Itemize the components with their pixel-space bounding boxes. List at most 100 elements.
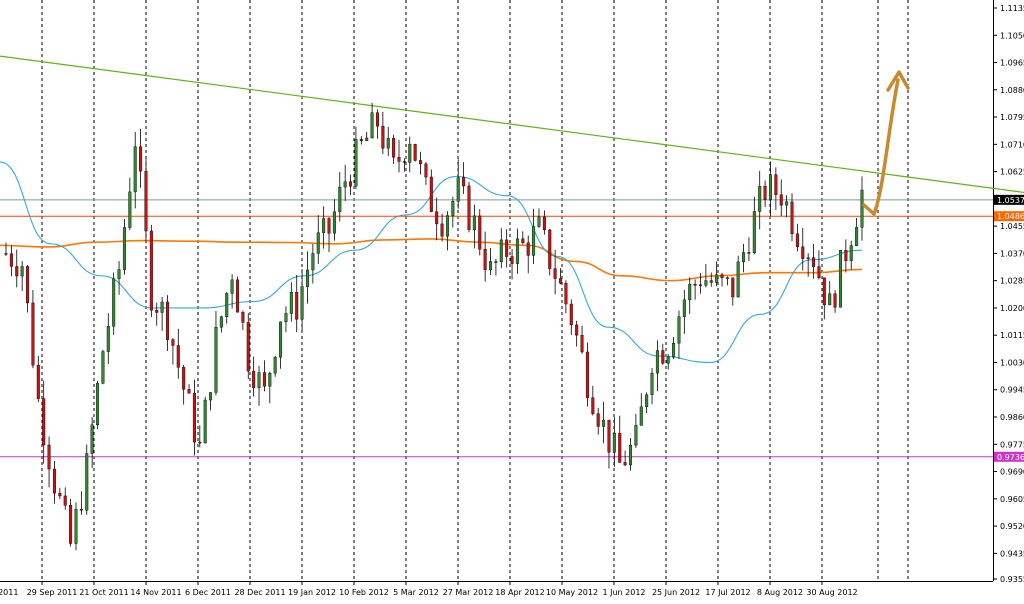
- candle-body: [742, 252, 746, 263]
- candle-body: [580, 335, 584, 353]
- date-tick-label: 25 Jun 2012: [652, 588, 700, 597]
- candle-body: [575, 324, 579, 336]
- candle-body: [758, 186, 762, 212]
- candle-body: [332, 211, 336, 234]
- candle-body: [688, 284, 692, 301]
- candle-body: [349, 181, 353, 187]
- candle-body: [828, 293, 832, 306]
- price-tick-label: 1.0455: [1000, 222, 1024, 231]
- plot-background: [0, 0, 994, 582]
- candle-body: [9, 253, 13, 267]
- date-tick-label: 19 Jan 2012: [288, 588, 336, 597]
- candle-body: [424, 163, 428, 178]
- candle-body: [521, 238, 525, 243]
- date-tick-label: 27 Mar 2012: [443, 588, 494, 597]
- candle-body: [435, 211, 439, 225]
- candle-body: [192, 392, 196, 443]
- candle-body: [419, 160, 423, 165]
- candle-body: [806, 257, 810, 259]
- date-tick-label: 1 Jun 2012: [602, 588, 645, 597]
- candle-body: [117, 269, 121, 279]
- candle-body: [144, 171, 148, 232]
- candle-body: [634, 425, 638, 446]
- candle-body: [569, 303, 573, 326]
- candle-body: [198, 441, 202, 444]
- candles: [4, 102, 864, 551]
- price-tick-label: 0.9605: [1000, 495, 1024, 504]
- candle-body: [63, 495, 67, 506]
- candle-body: [429, 176, 433, 212]
- candle-body: [284, 313, 288, 323]
- price-tick-label: 1.0370: [1000, 249, 1024, 258]
- candle-body: [322, 218, 326, 233]
- candle-body: [225, 293, 229, 317]
- candle-body: [31, 302, 35, 366]
- candle-body: [279, 321, 283, 358]
- price-tick-label: 1.0710: [1000, 140, 1024, 149]
- candle-body: [182, 367, 186, 390]
- price-tick-label: 1.0965: [1000, 59, 1024, 68]
- date-tick-label: 8 Aug 2012: [757, 588, 803, 597]
- candle-body: [774, 174, 778, 195]
- candle-body: [725, 277, 729, 279]
- candle-body: [305, 269, 309, 287]
- price-markers: 1.0537 1.0486 0.9736: [994, 194, 1024, 462]
- candle-body: [596, 413, 600, 427]
- candle-body: [607, 419, 611, 453]
- candle-body: [69, 505, 73, 544]
- candle-body: [704, 280, 708, 286]
- candle-body: [246, 322, 250, 372]
- candle-body: [672, 342, 676, 358]
- price-marker-box: [994, 451, 1024, 462]
- date-tick-label: 29 Sep 2011: [27, 588, 78, 597]
- candle-body: [515, 238, 519, 264]
- candle-body: [736, 261, 740, 298]
- date-tick-label: 5 Mar 2012: [393, 588, 439, 597]
- candle-body: [397, 157, 401, 162]
- candle-body: [801, 246, 805, 259]
- moving-average-line: [0, 161, 863, 364]
- candle-body: [790, 201, 794, 235]
- candle-body: [682, 299, 686, 317]
- price-tick-label: 1.0880: [1000, 86, 1024, 95]
- candle-body: [106, 326, 110, 352]
- date-tick-label: 18 Apr 2012: [495, 588, 544, 597]
- candle-body: [548, 229, 552, 269]
- candle-body: [354, 139, 358, 187]
- candle-body: [489, 261, 493, 270]
- candle-body: [779, 194, 783, 206]
- candle-body: [74, 508, 78, 544]
- candle-body: [467, 185, 471, 230]
- candle-body: [381, 125, 385, 149]
- candle-body: [252, 370, 256, 389]
- candle-body: [359, 139, 363, 141]
- candle-body: [295, 292, 299, 320]
- price-tick-label: 1.0200: [1000, 304, 1024, 313]
- candle-body: [139, 146, 143, 172]
- candle-body: [838, 250, 842, 308]
- candle-body: [483, 248, 487, 270]
- candle-body: [440, 223, 444, 237]
- price-tick-label: 1.1050: [1000, 31, 1024, 40]
- price-marker-label: 0.9736: [997, 453, 1024, 462]
- candle-body: [752, 211, 756, 253]
- candle-body: [386, 138, 390, 149]
- candle-body: [96, 383, 100, 426]
- candle-body: [47, 444, 51, 470]
- candle-body: [462, 177, 466, 187]
- candle-body: [90, 424, 94, 454]
- candle-body: [209, 392, 213, 401]
- candle-body: [4, 253, 8, 255]
- candle-body: [602, 419, 606, 427]
- candle-body: [214, 327, 218, 393]
- candle-body: [413, 144, 417, 161]
- candle-body: [817, 266, 821, 278]
- candle-body: [133, 146, 137, 193]
- candle-body: [235, 279, 239, 313]
- candle-body: [747, 252, 751, 254]
- price-marker-box: [994, 194, 1024, 205]
- candle-body: [860, 189, 864, 228]
- candle-body: [392, 138, 396, 158]
- candle-body: [155, 310, 159, 313]
